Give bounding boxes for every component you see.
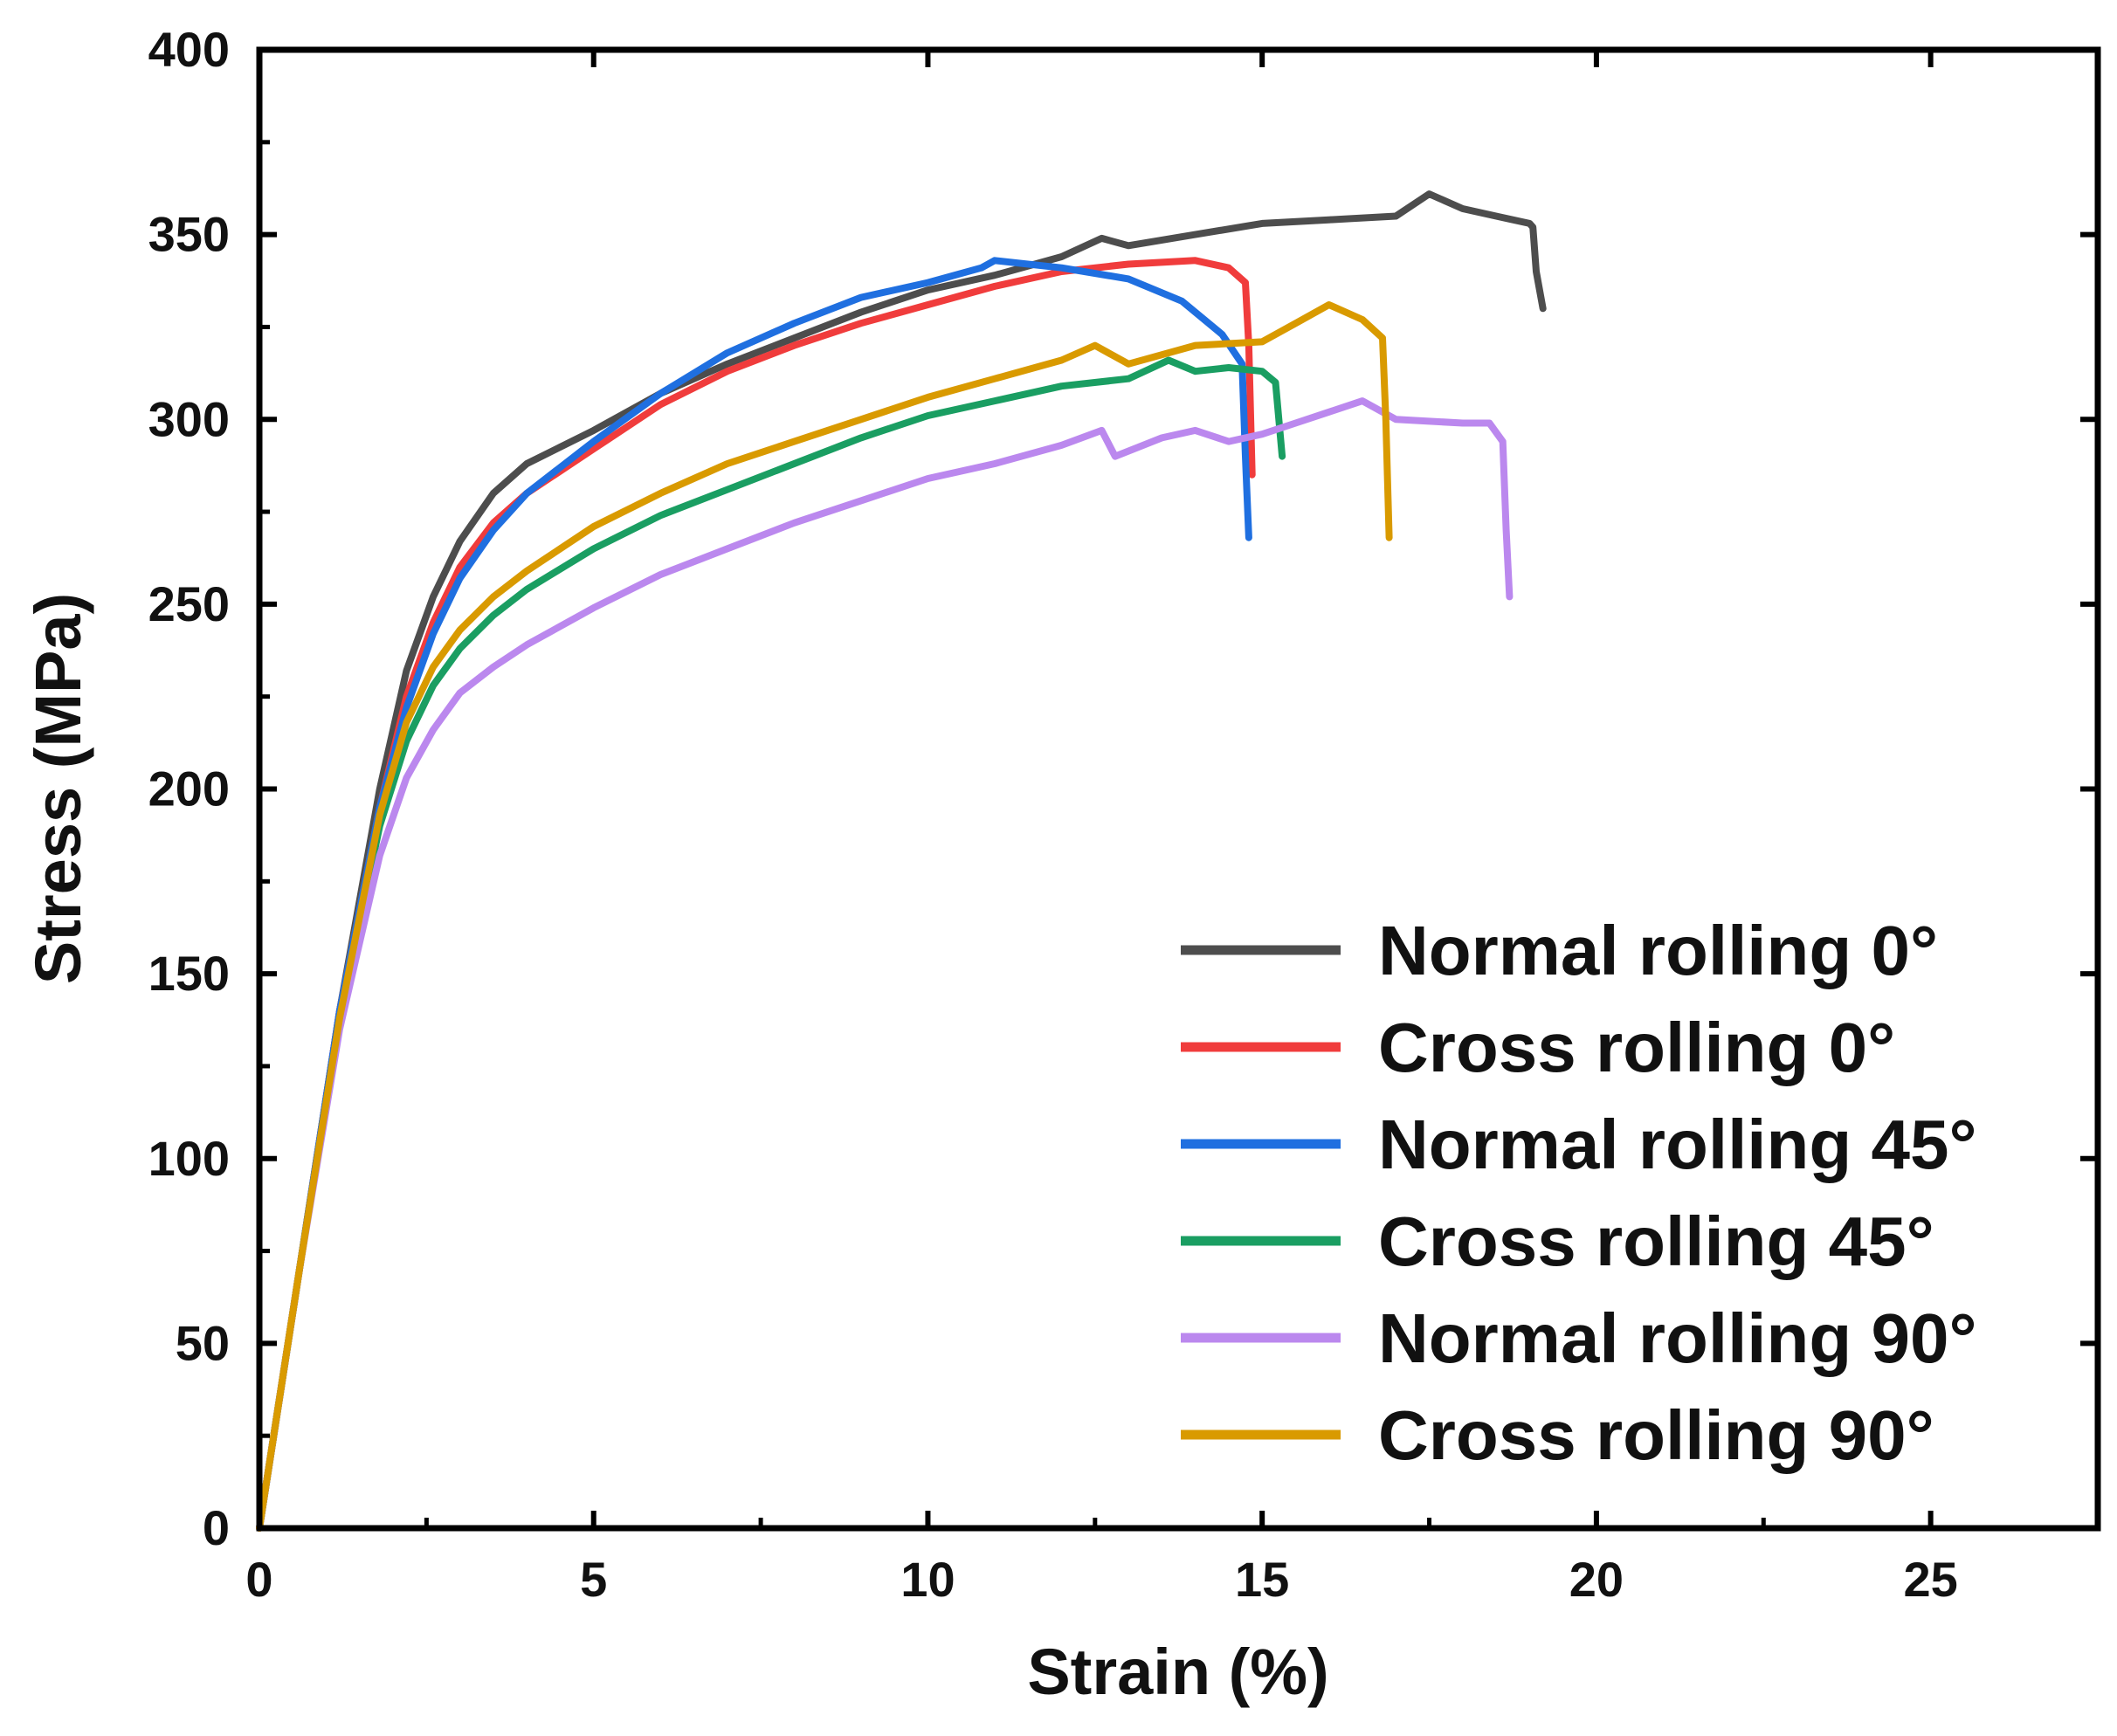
series-line-0 xyxy=(256,190,1547,1532)
y-tick-label: 50 xyxy=(176,1315,230,1370)
y-tick-label: 350 xyxy=(148,207,230,262)
series-line-3 xyxy=(256,356,1286,1532)
y-tick-label: 0 xyxy=(203,1500,230,1555)
x-tick-label: 15 xyxy=(1235,1552,1289,1607)
y-tick-label: 150 xyxy=(148,946,230,1001)
axes-group: 0 50 100 150 200 250 300 350 400 0 5 10 15 20 25 xyxy=(148,22,2098,1607)
series-line-5 xyxy=(256,301,1393,1532)
x-tick-label: 0 xyxy=(245,1552,272,1607)
series-line-4 xyxy=(256,397,1514,1532)
legend-label-3: Cross rolling 45° xyxy=(1378,1202,1934,1280)
x-tick-label: 25 xyxy=(1903,1552,1957,1607)
y-tick-label: 200 xyxy=(148,761,230,816)
legend-label-2: Normal rolling 45° xyxy=(1378,1106,1976,1183)
x-axis-label: Strain (%) xyxy=(1027,1636,1328,1708)
y-axis-label: Stress (MPa) xyxy=(22,593,94,984)
y-tick-label: 100 xyxy=(148,1131,230,1186)
series-group xyxy=(256,190,1547,1532)
series-line-2 xyxy=(256,257,1252,1532)
legend-label-1: Cross rolling 0° xyxy=(1378,1009,1895,1086)
x-tick-label: 5 xyxy=(580,1552,607,1607)
y-tick-label: 400 xyxy=(148,22,230,77)
legend-label-4: Normal rolling 90° xyxy=(1378,1299,1976,1377)
legend-label-0: Normal rolling 0° xyxy=(1378,912,1938,989)
x-tick-label: 20 xyxy=(1569,1552,1624,1607)
x-tick-label: 10 xyxy=(900,1552,955,1607)
legend-label-5: Cross rolling 90° xyxy=(1378,1396,1934,1474)
y-tick-label: 250 xyxy=(148,576,230,631)
legend: Normal rolling 0° Cross rolling 0° Normal … xyxy=(1181,912,1976,1474)
y-tick-label: 300 xyxy=(148,391,230,446)
